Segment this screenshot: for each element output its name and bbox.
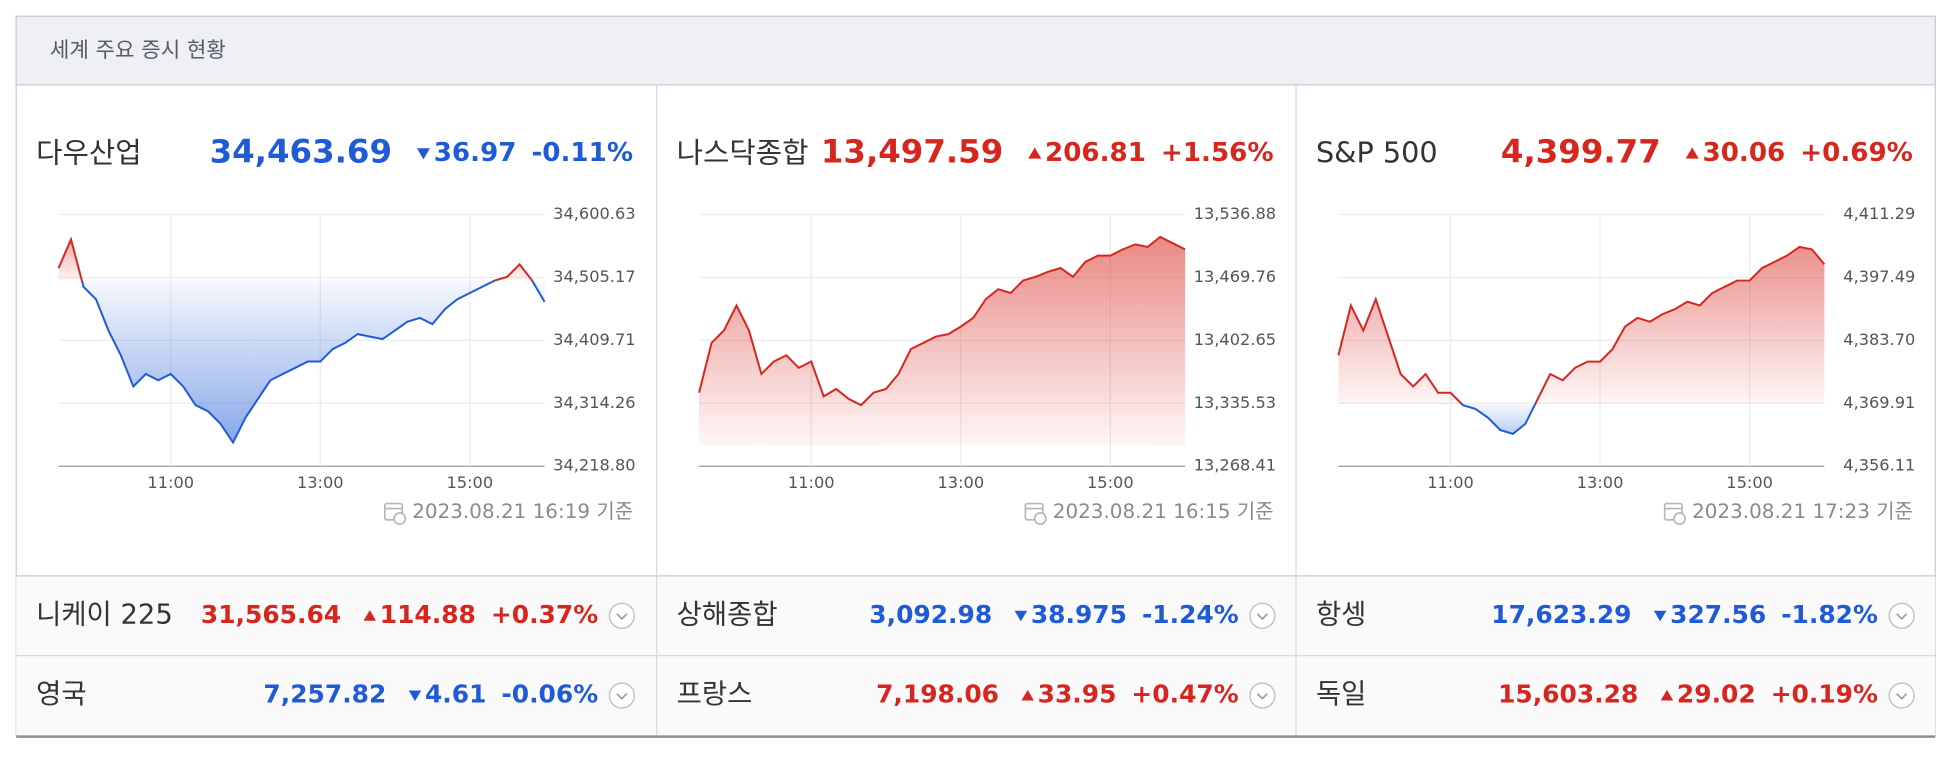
- direction-arrow: [1014, 610, 1028, 622]
- change: 114.88: [380, 600, 476, 629]
- expand-chevron: [1896, 693, 1908, 700]
- y-tick-label: 13,268.41: [1194, 456, 1276, 475]
- x-tick-label: 15:00: [446, 473, 493, 492]
- direction-arrow: [1685, 147, 1699, 159]
- direction-arrow: [416, 148, 431, 160]
- expand-chevron: [1256, 693, 1268, 700]
- value: 4,399.77: [1501, 132, 1661, 170]
- direction-arrow: [1028, 147, 1042, 159]
- expand-chevron: [1896, 613, 1908, 621]
- index-name: S&P 500: [1316, 136, 1438, 170]
- y-tick-label: 4,411.29: [1843, 204, 1915, 223]
- index-name: 나스닥종합: [677, 136, 809, 170]
- x-tick-label: 13:00: [937, 473, 984, 492]
- percent: +0.69%: [1800, 138, 1913, 168]
- y-tick-label: 13,335.53: [1194, 393, 1276, 412]
- x-tick-label: 15:00: [1726, 473, 1773, 492]
- market-name: 니케이 225: [36, 599, 173, 630]
- x-tick-label: 13:00: [1577, 473, 1624, 492]
- market-name: 상해종합: [677, 599, 778, 630]
- market-name: 영국: [36, 679, 86, 710]
- y-tick-label: 4,356.11: [1843, 456, 1915, 475]
- expand-chevron: [616, 693, 628, 700]
- expand-button[interactable]: [608, 602, 636, 629]
- percent: -1.24%: [1142, 600, 1239, 629]
- y-tick-label: 34,505.17: [553, 267, 635, 286]
- market-name: 독일: [1316, 679, 1366, 710]
- change: 36.97: [434, 138, 517, 168]
- value: 34,463.69: [210, 132, 392, 170]
- direction-arrow: [1660, 689, 1674, 701]
- value: 3,092.98: [869, 600, 992, 629]
- clock-icon: [1673, 512, 1687, 525]
- change: 29.02: [1677, 680, 1756, 709]
- percent: -0.06%: [501, 680, 598, 709]
- x-tick-label: 15:00: [1087, 473, 1134, 492]
- direction-arrow: [408, 690, 422, 702]
- area: [699, 236, 1186, 446]
- expand-chevron: [616, 613, 628, 621]
- y-tick-label: 13,402.65: [1194, 330, 1276, 349]
- direction-arrow: [1653, 610, 1667, 622]
- area: [58, 239, 545, 443]
- y-tick-label: 13,536.88: [1194, 204, 1276, 223]
- value: 31,565.64: [201, 600, 341, 629]
- percent: +0.19%: [1771, 680, 1878, 709]
- percent: +0.37%: [491, 600, 598, 629]
- y-tick-label: 34,218.80: [553, 456, 635, 475]
- x-tick-label: 11:00: [147, 473, 194, 492]
- x-tick-label: 11:00: [1427, 473, 1474, 492]
- expand-chevron: [1256, 613, 1268, 621]
- percent: -0.11%: [531, 138, 633, 168]
- timestamp: 2023.08.21 17:23 기준: [1692, 500, 1913, 523]
- change: 4.61: [425, 680, 486, 709]
- line: [698, 235, 1186, 407]
- y-tick-label: 34,600.63: [553, 204, 635, 223]
- change: 327.56: [1670, 600, 1766, 629]
- value: 15,603.28: [1498, 680, 1638, 709]
- direction-arrow: [1021, 689, 1034, 701]
- market-name: 항셍: [1316, 599, 1366, 630]
- market-name: 프랑스: [677, 679, 753, 710]
- expand-button[interactable]: [1888, 682, 1915, 709]
- timestamp: 2023.08.21 16:19 기준: [412, 500, 633, 523]
- expand-button[interactable]: [1249, 602, 1276, 629]
- y-tick-label: 4,369.91: [1843, 393, 1915, 412]
- change: 38.975: [1031, 600, 1127, 629]
- change: 33.95: [1038, 680, 1117, 709]
- value: 17,623.29: [1491, 600, 1631, 629]
- header-title: 세계 주요 증시 현황: [50, 37, 226, 62]
- value: 7,257.82: [263, 680, 386, 709]
- y-tick-label: 34,409.71: [553, 330, 635, 349]
- direction-arrow: [363, 610, 377, 621]
- area: [1338, 246, 1825, 434]
- change: 206.81: [1045, 138, 1146, 168]
- value: 13,497.59: [821, 132, 1003, 170]
- expand-button[interactable]: [608, 682, 636, 709]
- clock-icon: [1033, 512, 1047, 525]
- header-bar: [15, 15, 1936, 86]
- clock-icon: [393, 512, 407, 525]
- y-tick-label: 13,469.76: [1194, 267, 1276, 286]
- expand-button[interactable]: [1888, 602, 1915, 629]
- percent: +1.56%: [1161, 138, 1274, 168]
- percent: +0.47%: [1131, 680, 1238, 709]
- line: [57, 236, 546, 445]
- value: 7,198.06: [876, 680, 999, 709]
- x-tick-label: 11:00: [788, 473, 835, 492]
- line: [1337, 245, 1826, 435]
- percent: -1.82%: [1781, 600, 1878, 629]
- x-tick-label: 13:00: [297, 473, 344, 492]
- timestamp: 2023.08.21 16:15 기준: [1053, 500, 1274, 523]
- y-tick-label: 4,383.70: [1843, 330, 1915, 349]
- expand-button[interactable]: [1249, 682, 1276, 709]
- index-name: 다우산업: [36, 136, 141, 170]
- y-tick-label: 34,314.26: [553, 393, 635, 412]
- y-tick-label: 4,397.49: [1843, 267, 1915, 286]
- change: 30.06: [1703, 138, 1786, 168]
